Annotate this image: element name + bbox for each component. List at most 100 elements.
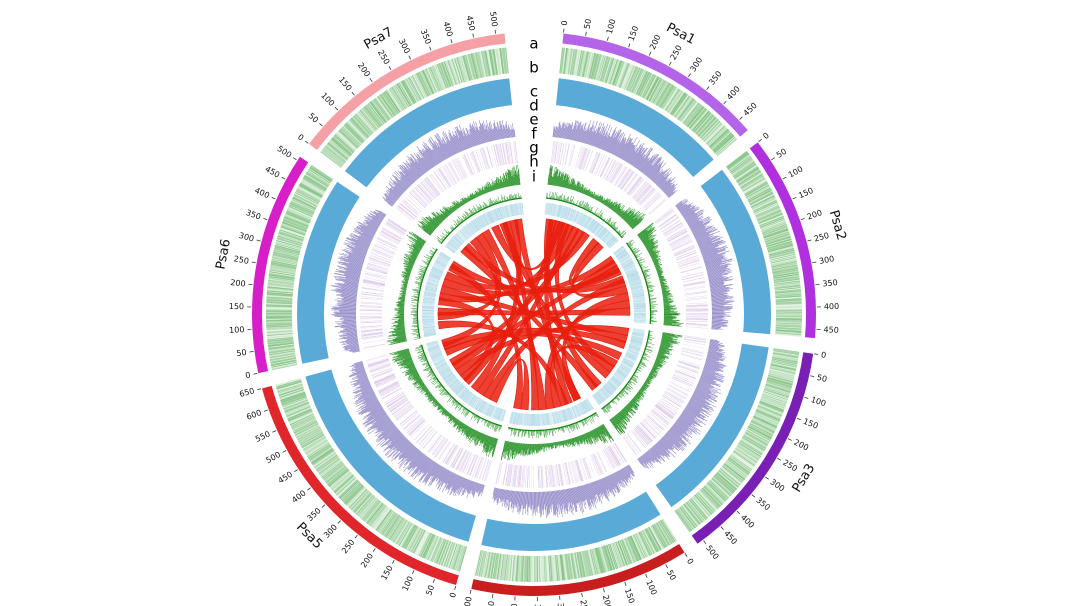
tick-mark xyxy=(472,33,475,38)
track-h xyxy=(591,328,645,406)
tick-mark xyxy=(782,176,787,180)
track-letter-e: e xyxy=(529,111,538,129)
track-letter-f: f xyxy=(531,125,537,143)
gene-density-track xyxy=(320,47,509,169)
expression-track-g xyxy=(410,247,438,340)
expression-track-f xyxy=(609,332,683,436)
expression-track-g xyxy=(601,330,655,414)
tick-label: 0 xyxy=(761,131,771,141)
repeat-track xyxy=(344,78,513,188)
tick-mark xyxy=(736,510,741,515)
track-h xyxy=(422,251,451,338)
tick-mark xyxy=(494,29,496,34)
gc-histogram-track xyxy=(637,339,727,470)
tick-mark xyxy=(391,559,395,564)
tick-label: 100 xyxy=(319,91,336,108)
tick-mark xyxy=(351,91,355,96)
gc-histogram-track xyxy=(492,464,635,519)
snp-density-track xyxy=(623,335,707,455)
tick-label: 450 xyxy=(742,101,759,118)
tick-label: 50 xyxy=(236,348,247,358)
expression-track-g xyxy=(546,191,627,239)
repeat-track xyxy=(700,169,771,335)
gene-density-track xyxy=(474,518,678,582)
tick-mark xyxy=(354,534,358,539)
tick-mark xyxy=(263,218,268,221)
repeat-track xyxy=(481,491,661,551)
tick-label: 150 xyxy=(802,417,820,431)
synteny-link xyxy=(438,223,575,303)
tick-label: 300 xyxy=(397,37,412,55)
track-letter-a: a xyxy=(529,35,538,53)
tick-label: 250 xyxy=(578,599,589,606)
tick-label: 550 xyxy=(254,429,272,443)
chromosome-band-psa4 xyxy=(471,544,685,596)
gc-histogram-track xyxy=(552,119,678,198)
tick-mark xyxy=(684,553,688,557)
tick-label: 150 xyxy=(623,587,636,604)
tick-label: 400 xyxy=(290,488,308,504)
tick-mark xyxy=(723,100,727,105)
tick-label: 0 xyxy=(820,350,826,360)
tick-label: 350 xyxy=(419,28,433,46)
tick-mark xyxy=(294,469,298,473)
expression-track-g xyxy=(626,239,658,325)
tick-label: 500 xyxy=(275,144,293,160)
tick-label: 350 xyxy=(305,506,322,523)
tick-label: 400 xyxy=(441,20,454,37)
tick-label: 50 xyxy=(424,584,436,597)
tick-mark xyxy=(665,564,668,569)
tick-label: 400 xyxy=(725,84,742,101)
tick-label: 200 xyxy=(230,278,246,289)
gc-histogram-track xyxy=(381,119,516,207)
tick-mark xyxy=(581,592,583,597)
tick-label: 200 xyxy=(356,61,372,79)
tick-label: 250 xyxy=(233,254,250,266)
tick-label: 300 xyxy=(556,602,566,606)
tick-mark xyxy=(282,450,287,453)
expression-track-f xyxy=(417,164,521,236)
tick-label: 250 xyxy=(669,44,684,62)
tick-mark xyxy=(792,197,797,200)
tick-mark xyxy=(388,66,392,70)
gene-density-track xyxy=(266,164,334,371)
tick-label: 350 xyxy=(707,69,723,87)
tick-mark xyxy=(454,585,457,590)
snp-density-track xyxy=(360,218,407,349)
tick-mark xyxy=(668,61,672,66)
tick-label: 200 xyxy=(359,552,375,570)
tick-label: 350 xyxy=(245,208,262,222)
tick-mark xyxy=(337,520,341,524)
gene-density-track xyxy=(674,348,800,533)
track-letter-d: d xyxy=(529,97,539,115)
tick-mark xyxy=(256,239,261,242)
expression-track-f xyxy=(500,423,614,461)
tick-label: 300 xyxy=(322,523,339,540)
tick-mark xyxy=(703,540,707,545)
tick-label: 0 xyxy=(560,20,569,26)
synteny-link xyxy=(489,358,530,411)
tick-mark xyxy=(319,123,323,127)
tick-label: 100 xyxy=(605,18,618,35)
tick-mark xyxy=(249,351,254,353)
expression-track-g xyxy=(415,344,502,433)
tick-mark xyxy=(469,589,472,594)
tick-label: 200 xyxy=(601,594,613,606)
tick-label: 0 xyxy=(245,370,252,380)
synteny-link xyxy=(437,320,569,407)
tick-label: 0 xyxy=(296,132,305,142)
tick-label: 600 xyxy=(245,408,262,422)
repeat-track xyxy=(655,343,769,508)
tick-label: 150 xyxy=(379,564,394,582)
tick-mark xyxy=(272,430,277,433)
data-tracks xyxy=(266,47,802,582)
gc-histogram-track xyxy=(348,361,485,499)
tick-label: 0 xyxy=(448,591,458,598)
snp-density-track xyxy=(550,141,666,215)
tick-mark xyxy=(624,581,627,586)
tick-label: 500 xyxy=(264,450,282,465)
tick-mark xyxy=(307,487,311,491)
tick-mark xyxy=(645,573,648,578)
